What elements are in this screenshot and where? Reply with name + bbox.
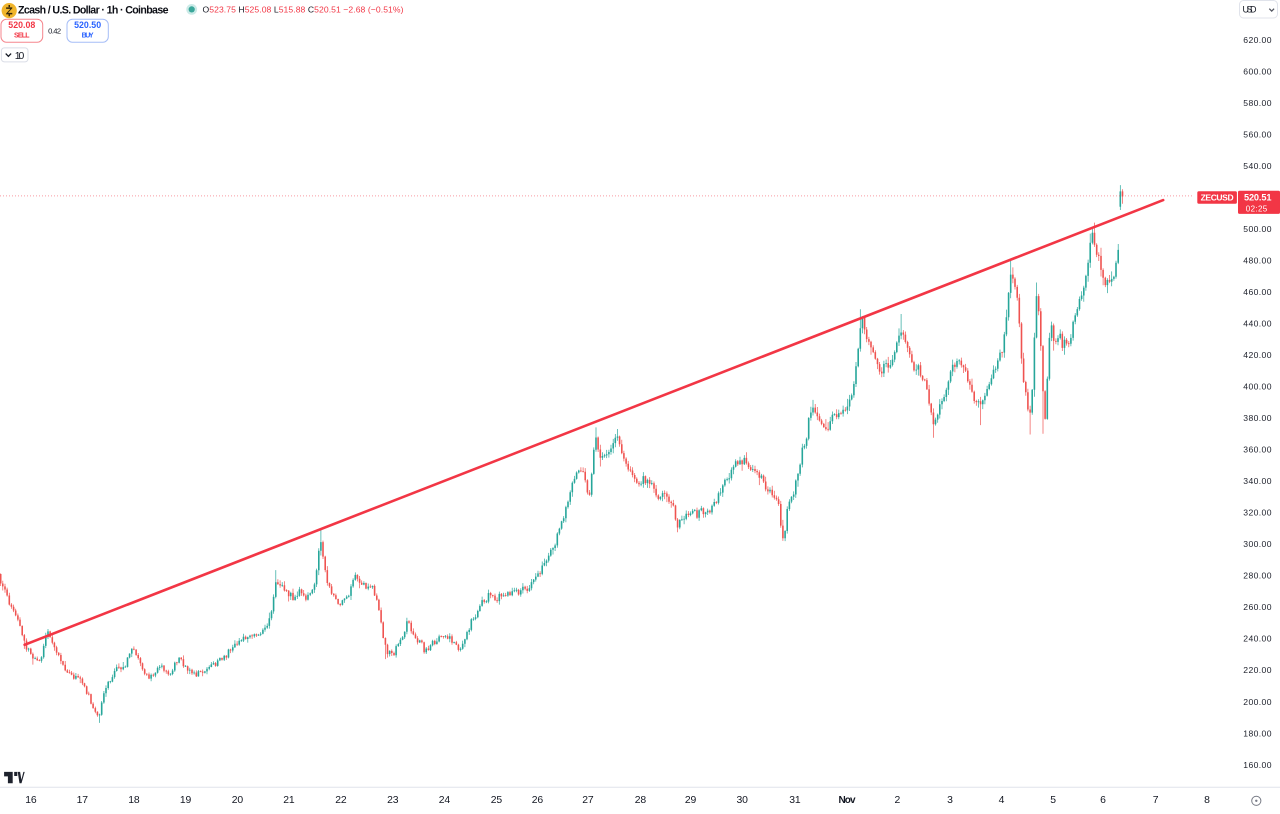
svg-text:520.08: 520.08	[8, 20, 35, 30]
svg-text:7: 7	[1153, 795, 1159, 806]
svg-text:O523.75 H525.08 L515.88 C520.5: O523.75 H525.08 L515.88 C520.51 −2.68 (−…	[203, 5, 404, 15]
svg-text:19: 19	[180, 795, 192, 806]
svg-text:USD: USD	[1243, 5, 1258, 15]
svg-text:160.00: 160.00	[1243, 760, 1271, 770]
svg-text:440.00: 440.00	[1243, 319, 1271, 329]
svg-text:400.00: 400.00	[1243, 382, 1271, 392]
svg-text:340.00: 340.00	[1243, 476, 1271, 486]
svg-text:Nov: Nov	[839, 795, 856, 806]
svg-text:23: 23	[387, 795, 399, 806]
svg-text:360.00: 360.00	[1243, 445, 1271, 455]
svg-text:17: 17	[77, 795, 89, 806]
svg-text:22: 22	[335, 795, 347, 806]
svg-text:3: 3	[947, 795, 953, 806]
svg-text:300.00: 300.00	[1243, 539, 1271, 549]
svg-text:6: 6	[1100, 795, 1106, 806]
svg-text:500.00: 500.00	[1243, 224, 1271, 234]
svg-text:260.00: 260.00	[1243, 602, 1271, 612]
svg-text:480.00: 480.00	[1243, 256, 1271, 266]
svg-text:26: 26	[532, 795, 544, 806]
svg-text:28: 28	[635, 795, 647, 806]
svg-text:180.00: 180.00	[1243, 728, 1271, 738]
svg-text:ZECUSD: ZECUSD	[1201, 193, 1234, 203]
svg-text:BUY: BUY	[82, 33, 94, 40]
svg-text:25: 25	[491, 795, 503, 806]
svg-text:Zcash / U.S. Dollar · 1h · Coi: Zcash / U.S. Dollar · 1h · Coinbase	[18, 5, 169, 17]
svg-text:18: 18	[128, 795, 140, 806]
svg-text:21: 21	[283, 795, 295, 806]
svg-text:8: 8	[1204, 795, 1210, 806]
svg-text:4: 4	[999, 795, 1005, 806]
svg-text:580.00: 580.00	[1243, 98, 1271, 108]
svg-text:420.00: 420.00	[1243, 350, 1271, 360]
svg-text:10: 10	[15, 51, 25, 62]
svg-text:02:25: 02:25	[1246, 205, 1268, 214]
svg-text:220.00: 220.00	[1243, 665, 1271, 675]
svg-text:200.00: 200.00	[1243, 697, 1271, 707]
svg-text:320.00: 320.00	[1243, 508, 1271, 518]
svg-text:2: 2	[895, 795, 901, 806]
svg-text:24: 24	[439, 795, 451, 806]
svg-text:0.42: 0.42	[48, 26, 61, 35]
svg-text:31: 31	[789, 795, 801, 806]
svg-text:560.00: 560.00	[1243, 129, 1271, 139]
svg-text:520.50: 520.50	[74, 20, 101, 30]
svg-text:380.00: 380.00	[1243, 413, 1271, 423]
svg-text:620.00: 620.00	[1243, 35, 1271, 45]
svg-text:30: 30	[737, 795, 749, 806]
svg-text:5: 5	[1050, 795, 1056, 806]
svg-text:240.00: 240.00	[1243, 634, 1271, 644]
svg-text:27: 27	[582, 795, 594, 806]
svg-text:16: 16	[25, 795, 37, 806]
svg-text:540.00: 540.00	[1243, 161, 1271, 171]
svg-text:29: 29	[685, 795, 697, 806]
svg-text:280.00: 280.00	[1243, 571, 1271, 581]
svg-text:SELL: SELL	[14, 33, 30, 40]
svg-text:20: 20	[232, 795, 244, 806]
svg-text:520.51: 520.51	[1244, 192, 1272, 202]
svg-text:600.00: 600.00	[1243, 66, 1271, 76]
svg-text:460.00: 460.00	[1243, 287, 1271, 297]
